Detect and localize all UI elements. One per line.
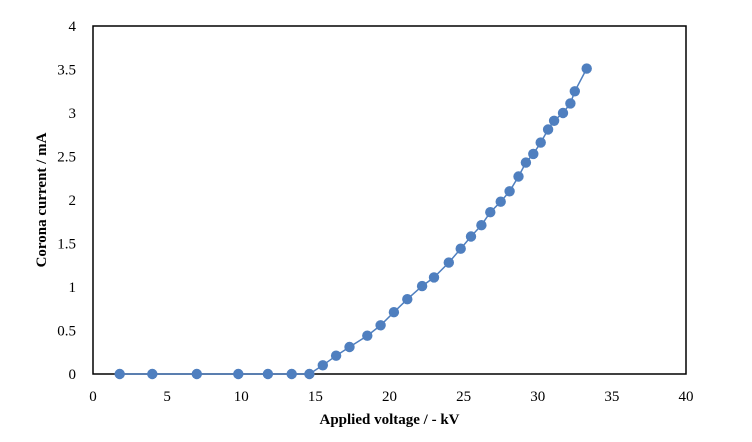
data-point (114, 368, 125, 380)
data-point (402, 294, 413, 305)
data-point (233, 368, 244, 380)
x-tick-label: 15 (308, 389, 323, 405)
data-point (304, 368, 315, 380)
x-tick-label: 5 (163, 389, 171, 405)
data-point (416, 280, 428, 292)
data-point (542, 124, 554, 135)
y-tick-label: 1.5 (57, 237, 76, 253)
data-point (581, 63, 592, 74)
series-line (119, 68, 588, 375)
y-tick-label: 3 (69, 106, 77, 122)
x-tick-label: 30 (530, 389, 545, 405)
data-point (191, 368, 202, 380)
data-point (443, 257, 454, 268)
data-point (528, 148, 539, 160)
data-point (330, 350, 342, 361)
data-point (565, 98, 576, 109)
y-tick-label: 0 (69, 367, 77, 383)
data-point (504, 186, 515, 197)
data-point (375, 320, 386, 331)
x-tick-label: 40 (679, 389, 694, 405)
y-tick-label: 1 (69, 280, 77, 296)
x-tick-label: 10 (234, 389, 249, 405)
x-tick-label: 0 (89, 389, 97, 405)
y-tick-label: 4 (69, 19, 77, 35)
data-point (569, 86, 580, 97)
data-point (520, 157, 532, 168)
data-point (557, 107, 569, 119)
plot-frame (92, 25, 687, 375)
data-point (476, 220, 487, 231)
data-point (317, 360, 328, 371)
data-point (535, 137, 546, 148)
y-tick-label: 2 (69, 193, 77, 209)
y-tick-label: 2.5 (57, 150, 76, 166)
data-point (428, 272, 440, 283)
data-point (455, 243, 466, 254)
data-point (485, 207, 496, 218)
x-tick-label: 25 (456, 389, 471, 405)
series-points (114, 63, 592, 380)
data-point (262, 368, 274, 380)
y-tick-labels: 0 0.5 1 1.5 2 2.5 3 3.5 4 (57, 19, 76, 383)
data-point (147, 368, 158, 380)
data-point (465, 231, 477, 242)
x-axis-title: Applied voltage / - kV (319, 412, 459, 428)
x-tick-labels: 0 5 10 15 20 25 30 35 40 (89, 389, 693, 405)
data-point (548, 115, 560, 127)
data-point (362, 330, 373, 341)
y-axis-title: Corona current / mA (34, 132, 50, 267)
data-point (286, 368, 297, 380)
x-tick-label: 35 (604, 389, 619, 405)
data-point (495, 196, 506, 207)
x-tick-label: 20 (382, 389, 397, 405)
y-tick-label: 3.5 (57, 63, 76, 79)
y-tick-label: 0.5 (57, 324, 76, 340)
data-point (513, 171, 524, 182)
data-point (344, 341, 355, 353)
data-point (388, 307, 400, 318)
